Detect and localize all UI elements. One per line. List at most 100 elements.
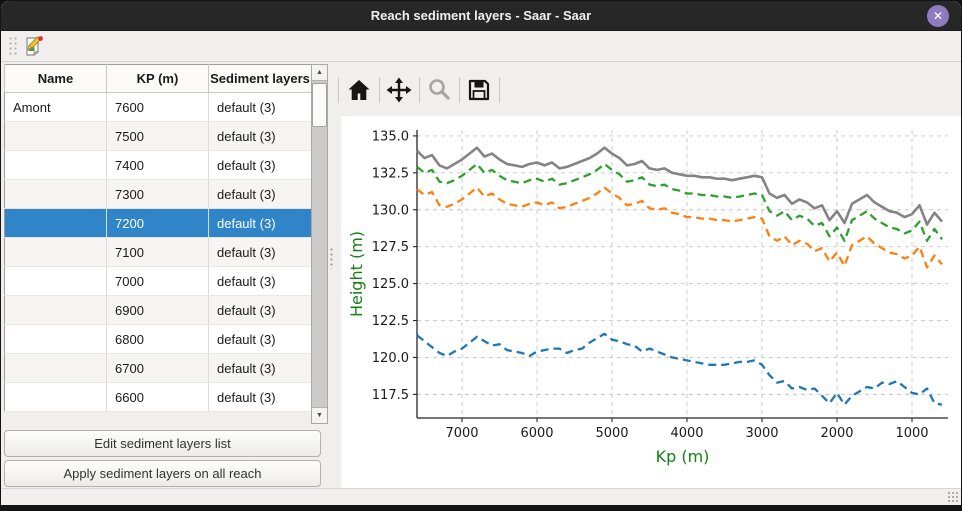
svg-text:127.5: 127.5: [372, 240, 409, 255]
plot-canvas[interactable]: 7000 6000 5000 4000 3000 2000 1000 135.0 132.5 13…: [341, 116, 961, 488]
svg-text:132.5: 132.5: [372, 166, 409, 181]
close-button[interactable]: ✕: [927, 5, 949, 27]
svg-text:Height (m): Height (m): [347, 231, 366, 317]
svg-text:120.0: 120.0: [372, 351, 409, 366]
table-cell[interactable]: default (3): [208, 382, 312, 412]
table-cell[interactable]: 7500: [106, 121, 209, 151]
table-cell[interactable]: [4, 208, 107, 238]
table-cell[interactable]: 6700: [106, 353, 209, 383]
table-cell[interactable]: Amont: [4, 92, 107, 122]
scroll-down-button[interactable]: ▼: [312, 407, 327, 423]
edit-sediment-layers-button[interactable]: [22, 34, 48, 60]
svg-text:3000: 3000: [745, 426, 778, 441]
svg-text:135.0: 135.0: [372, 129, 409, 144]
plot-pan-button[interactable]: [384, 75, 414, 105]
plot-zoom-button[interactable]: [424, 75, 454, 105]
table-cell[interactable]: default (3): [208, 237, 312, 267]
svg-text:130.0: 130.0: [372, 203, 409, 218]
plot-save-button[interactable]: [464, 75, 494, 105]
pan-icon: [384, 77, 414, 103]
table-cell[interactable]: [4, 295, 107, 325]
table-cell[interactable]: [4, 324, 107, 354]
table-cell[interactable]: 7600: [106, 92, 209, 122]
arrow-down-icon: ▼: [316, 412, 323, 419]
table-cell[interactable]: 6600: [106, 382, 209, 412]
table-header-row: Name KP (m) Sediment layers: [4, 64, 312, 93]
toolbar-separator: [338, 77, 339, 103]
main-toolbar: [2, 31, 961, 62]
svg-text:7000: 7000: [445, 426, 478, 441]
column-header-name[interactable]: Name: [4, 64, 107, 93]
table-cell[interactable]: default (3): [208, 179, 312, 209]
table-row[interactable]: 6700 default (3): [4, 353, 312, 383]
save-icon: [464, 77, 494, 103]
table-cell[interactable]: default (3): [208, 353, 312, 383]
table-cell[interactable]: [4, 353, 107, 383]
table-cell[interactable]: default (3): [208, 121, 312, 151]
svg-text:Kp (m): Kp (m): [656, 447, 710, 466]
table-cell[interactable]: default (3): [208, 92, 312, 122]
table-row[interactable]: 7500 default (3): [4, 121, 312, 151]
svg-text:6000: 6000: [520, 426, 553, 441]
table-cell[interactable]: 7400: [106, 150, 209, 180]
panel-splitter[interactable]: [328, 62, 334, 488]
edit-sediment-layers-list-button[interactable]: Edit sediment layers list: [4, 430, 321, 457]
plot-navigation-toolbar: [333, 62, 961, 116]
table-row[interactable]: Amont 7600 default (3): [4, 92, 312, 122]
chart-svg: 7000 6000 5000 4000 3000 2000 1000 135.0 132.5 13…: [347, 129, 948, 466]
close-icon: ✕: [932, 9, 944, 23]
table-row[interactable]: 7400 default (3): [4, 150, 312, 180]
window-title: Reach sediment layers - Saar - Saar: [370, 8, 592, 23]
table-cell[interactable]: 7100: [106, 237, 209, 267]
column-header-sediment-layers[interactable]: Sediment layers: [208, 64, 312, 93]
toolbar-separator: [459, 77, 460, 103]
table-cell[interactable]: default (3): [208, 208, 312, 238]
resize-grip[interactable]: [947, 491, 959, 503]
table-row[interactable]: 7100 default (3): [4, 237, 312, 267]
toolbar-drag-handle[interactable]: [8, 36, 18, 57]
window-bottom-edge: [1, 505, 961, 510]
table-row[interactable]: 7000 default (3): [4, 266, 312, 296]
table-cell[interactable]: 6900: [106, 295, 209, 325]
table-cell[interactable]: 7000: [106, 266, 209, 296]
table-cell[interactable]: 7300: [106, 179, 209, 209]
table-cell[interactable]: [4, 237, 107, 267]
sediment-layers-table[interactable]: Name KP (m) Sediment layers Amont 7600 def…: [4, 64, 312, 412]
scrollbar-thumb[interactable]: [312, 83, 327, 127]
table-row[interactable]: 6900 default (3): [4, 295, 312, 325]
svg-text:125.0: 125.0: [372, 277, 409, 292]
table-row[interactable]: 6800 default (3): [4, 324, 312, 354]
plot-home-button[interactable]: [344, 75, 374, 105]
zoom-icon: [424, 77, 454, 103]
table-row[interactable]: 6600 default (3): [4, 382, 312, 412]
table-cell[interactable]: [4, 266, 107, 296]
table-cell[interactable]: [4, 179, 107, 209]
toolbar-separator: [379, 77, 380, 103]
table-cell[interactable]: [4, 382, 107, 412]
svg-text:2000: 2000: [820, 426, 853, 441]
table-cell[interactable]: 6800: [106, 324, 209, 354]
table-row[interactable]: 7300 default (3): [4, 179, 312, 209]
sediment-table-body: Amont 7600 default (3) 7500 default (3) 7400 d…: [4, 92, 312, 412]
table-cell[interactable]: default (3): [208, 266, 312, 296]
table-cell[interactable]: default (3): [208, 324, 312, 354]
apply-sediment-layers-button[interactable]: Apply sediment layers on all reach: [4, 460, 321, 487]
table-cell[interactable]: 7200: [106, 208, 209, 238]
svg-text:1000: 1000: [895, 426, 928, 441]
scroll-up-button[interactable]: ▲: [312, 65, 327, 81]
table-cell[interactable]: default (3): [208, 295, 312, 325]
statusbar: [2, 488, 961, 505]
table-cell[interactable]: [4, 121, 107, 151]
toolbar-separator: [419, 77, 420, 103]
column-header-kp[interactable]: KP (m): [106, 64, 209, 93]
table-scrollbar[interactable]: ▲ ▼: [311, 64, 328, 424]
table-cell[interactable]: default (3): [208, 150, 312, 180]
svg-text:5000: 5000: [595, 426, 628, 441]
arrow-up-icon: ▲: [316, 69, 323, 76]
table-row[interactable]: 7200 default (3): [4, 208, 312, 238]
table-cell[interactable]: [4, 150, 107, 180]
home-icon: [344, 77, 374, 103]
titlebar[interactable]: Reach sediment layers - Saar - Saar ✕: [1, 1, 961, 31]
edit-sediment-layers-icon: [22, 36, 46, 62]
